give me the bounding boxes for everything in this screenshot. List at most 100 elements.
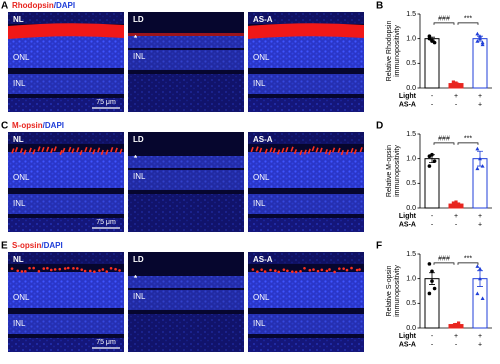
asterisk: *: [134, 274, 138, 283]
cone-mark: [76, 267, 79, 270]
cone-mark: [59, 149, 63, 156]
cone-mark: [285, 146, 289, 153]
significance-label: ***: [464, 16, 472, 23]
micrograph: [128, 132, 244, 232]
bar: [424, 158, 440, 209]
cone-mark: [299, 270, 302, 273]
cone-mark: [293, 149, 298, 155]
cone-mark: [274, 269, 277, 273]
layer-label: INL: [133, 52, 146, 61]
cone-mark: [319, 147, 323, 153]
layer-label: ONL: [13, 173, 30, 182]
micrograph: [8, 132, 124, 232]
cone-mark: [312, 268, 315, 271]
marker-name: S-opsin: [12, 241, 41, 250]
cone-mark: [255, 146, 259, 152]
cone-mark: [11, 148, 15, 154]
panel-letter: C: [1, 121, 8, 132]
onl-layer: [8, 152, 124, 188]
scale-label: 75 μm: [96, 219, 116, 226]
data-point: [457, 202, 461, 206]
y-tick-label: 1.0: [406, 276, 416, 283]
panel-title: S-opsin/DAPI: [12, 241, 63, 250]
marker-name: M-opsin: [12, 121, 43, 130]
y-axis-label: immunopositivity: [394, 25, 401, 77]
cone-mark: [359, 147, 363, 153]
lower-layer: [128, 314, 244, 352]
cone-mark: [260, 268, 263, 271]
cone-mark: [53, 146, 57, 152]
cone-mark: [72, 267, 75, 270]
data-point: [430, 38, 434, 42]
lower-layer: [248, 338, 364, 352]
y-tick-label: 0.0: [406, 325, 416, 332]
condition-label: AS-A: [253, 255, 273, 264]
cone-mark: [294, 270, 298, 274]
layer-label: INL: [253, 319, 266, 328]
cone-mark: [76, 147, 80, 153]
cone-mark: [28, 147, 32, 153]
cone-mark: [320, 268, 324, 272]
x-table-label: Light: [399, 93, 417, 100]
x-table-label: AS-A: [399, 221, 416, 228]
cone-mark: [42, 267, 46, 270]
scale-label: 75 μm: [96, 99, 116, 106]
y-tick-label: 0.5: [406, 60, 416, 67]
data-point: [451, 80, 455, 84]
cone-mark: [353, 149, 357, 155]
upper-layer: [248, 12, 364, 24]
data-point: [475, 146, 480, 151]
y-axis-label: Relative Rhodopsin: [386, 21, 393, 82]
panel-title: M-opsin/DAPI: [12, 121, 64, 130]
y-tick-label: 0.0: [406, 205, 416, 212]
x-table-label: AS-A: [399, 341, 416, 348]
cone-mark: [286, 269, 289, 273]
significance-label: ###: [438, 256, 450, 263]
cone-mark: [328, 149, 332, 156]
x-table-sign: -: [431, 341, 434, 348]
significance-bracket: [457, 262, 479, 265]
cone-mark: [109, 266, 113, 270]
data-point: [480, 40, 485, 45]
y-tick-label: 1.0: [406, 36, 416, 43]
cone-mark: [63, 267, 67, 270]
cone-mark: [303, 267, 306, 270]
cone-mark: [345, 149, 350, 155]
condition-label: LD: [133, 135, 144, 144]
cone-mark: [281, 147, 285, 154]
cone-mark: [263, 270, 267, 273]
cone-mark: [105, 270, 109, 273]
cone-mark: [337, 147, 341, 154]
cone-mark: [80, 268, 84, 271]
lower-layer: [248, 98, 364, 112]
significance-bracket: [433, 22, 455, 25]
cone-mark: [89, 269, 92, 273]
cone-mark: [46, 146, 50, 152]
cone-mark: [358, 268, 361, 271]
cone-mark: [333, 270, 336, 274]
data-point: [478, 36, 482, 41]
upper-layer: [8, 132, 124, 144]
cone-mark: [355, 268, 359, 272]
cone-mark: [84, 146, 88, 153]
x-table-sign: +: [478, 341, 482, 348]
onl-layer: [248, 32, 364, 68]
data-point: [427, 262, 432, 266]
y-tick-label: 0.5: [406, 180, 416, 187]
layer-label: INL: [253, 199, 266, 208]
cone-mark: [307, 148, 311, 154]
onl-layer: [8, 272, 124, 308]
inl-layer: [128, 290, 244, 310]
cone-mark: [118, 269, 121, 272]
inl-layer: [248, 74, 364, 94]
data-point: [430, 279, 434, 283]
layer-label: ONL: [13, 53, 30, 62]
cone-mark: [328, 268, 331, 271]
inl-layer: [248, 314, 364, 334]
x-table-sign: +: [454, 213, 458, 220]
inl-layer: [8, 194, 124, 214]
significance-bracket: [457, 142, 479, 145]
layer-label: ONL: [13, 293, 30, 302]
x-table-sign: -: [431, 101, 434, 108]
rhodopsin-band: [248, 23, 364, 39]
